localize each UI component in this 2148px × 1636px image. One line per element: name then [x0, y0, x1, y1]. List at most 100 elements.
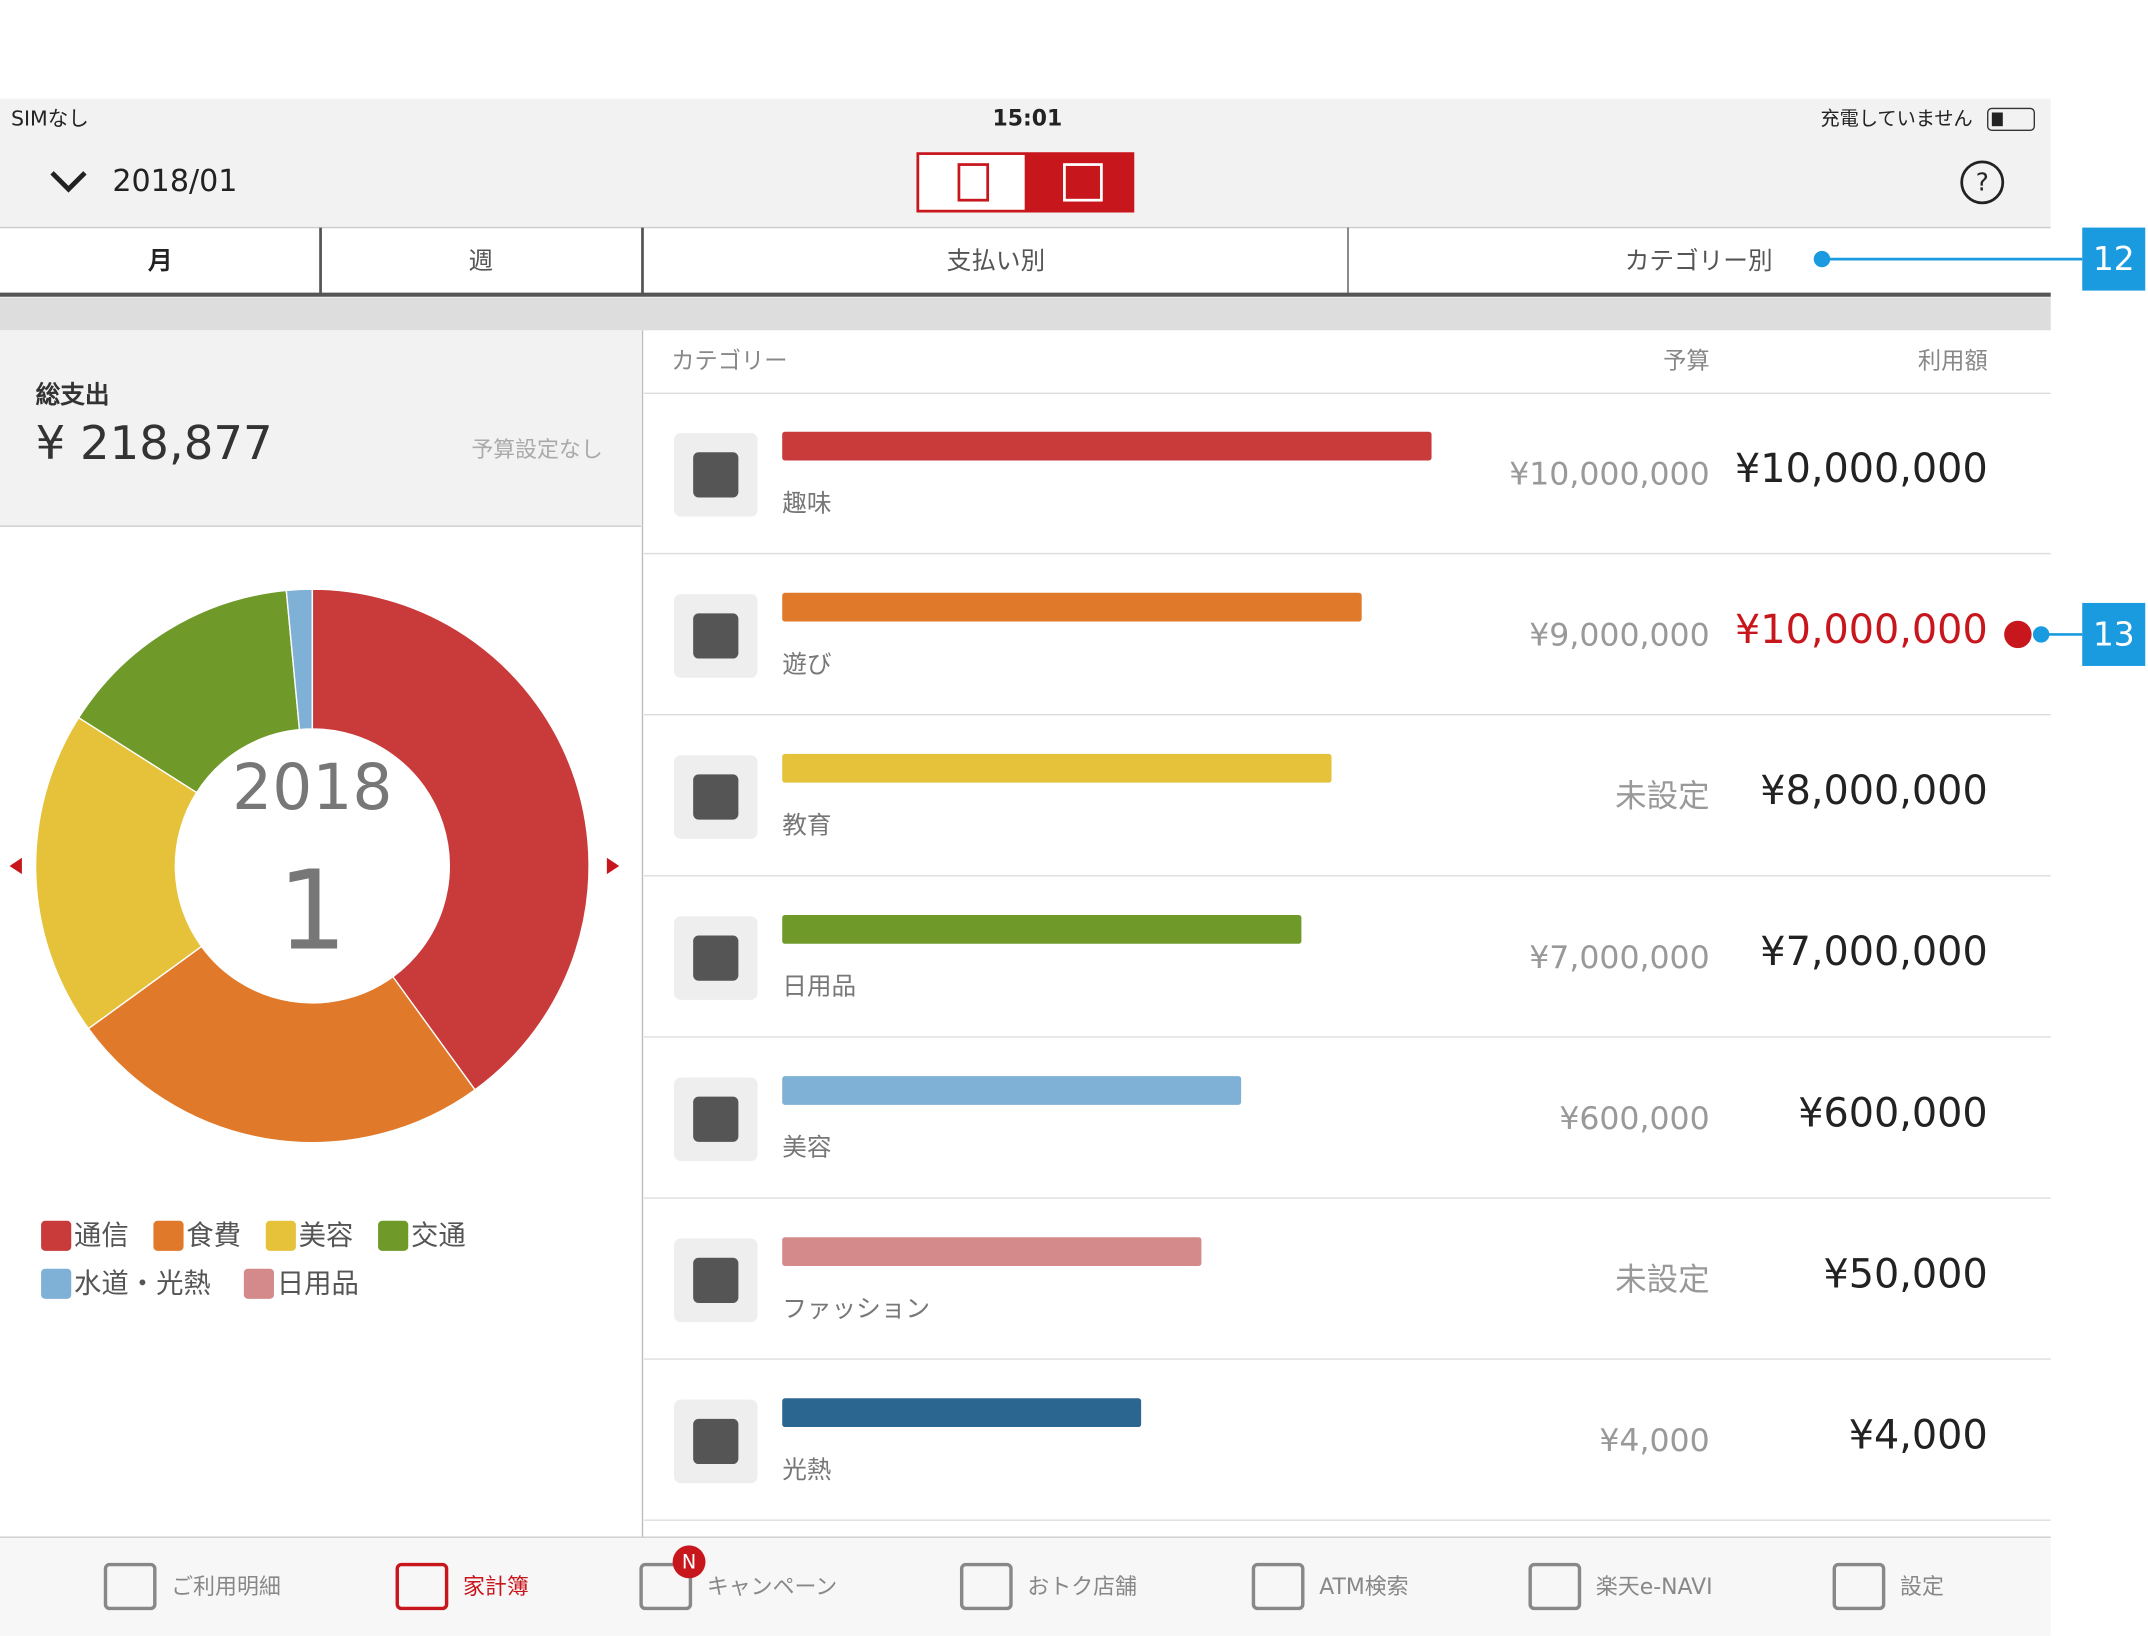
amount: ¥7,000,000: [1760, 929, 1987, 975]
nav-label[interactable]: 設定: [1900, 1575, 1944, 1600]
annotation-label: 12: [2093, 239, 2135, 278]
nav-icon[interactable]: [1251, 1562, 1305, 1611]
next-arrow[interactable]: [606, 857, 620, 875]
legend-swatch: [41, 1268, 72, 1299]
budget: ¥7,000,000: [1529, 940, 1709, 976]
help-mark: ?: [1976, 168, 1989, 197]
budget: 未設定: [1615, 1262, 1710, 1298]
legend-swatch: [243, 1268, 274, 1299]
annotation-dot: [2032, 626, 2050, 643]
column-header: 予算: [1663, 347, 1710, 374]
donut-segment: [87, 945, 476, 1144]
category-bar: [782, 1076, 1242, 1105]
battery-text: 充電していません: [1821, 107, 1973, 130]
legend-label: 日用品: [277, 1269, 359, 1300]
category-bar: [782, 592, 1362, 622]
annotation-box: [2082, 227, 2146, 291]
amount: ¥10,000,000: [1735, 607, 1988, 653]
summary-total: ¥ 218,877: [36, 416, 273, 470]
amount: ¥4,000: [1849, 1413, 1988, 1459]
tab[interactable]: 週: [469, 246, 494, 275]
nav-icon[interactable]: [395, 1562, 449, 1611]
view-toggle-active[interactable]: [1024, 153, 1133, 212]
category-bar: [782, 1398, 1142, 1428]
budget: ¥9,000,000: [1529, 618, 1709, 654]
gray-band: [0, 297, 2051, 331]
category-name[interactable]: 美容: [782, 1133, 831, 1162]
month[interactable]: 2018/01: [112, 164, 237, 199]
nav-icon[interactable]: [959, 1562, 1013, 1611]
donut-segment: [77, 589, 301, 794]
summary-note: 予算設定なし: [471, 438, 602, 463]
tab[interactable]: 支払い別: [947, 246, 1046, 275]
category-icon-glyph: [693, 613, 739, 659]
category-icon-glyph: [693, 1257, 739, 1303]
nav-label[interactable]: キャンペーン: [707, 1575, 837, 1600]
amount: ¥8,000,000: [1760, 768, 1987, 814]
budget: ¥4,000: [1599, 1423, 1709, 1459]
column-header: 利用額: [1918, 347, 1988, 374]
amount: ¥600,000: [1798, 1090, 1988, 1136]
tab[interactable]: 月: [147, 246, 173, 275]
legend-label: 美容: [299, 1221, 354, 1252]
column-header: カテゴリー: [671, 347, 787, 374]
category-icon-glyph: [693, 774, 739, 820]
legend-swatch: [153, 1220, 184, 1251]
nav-icon[interactable]: [1528, 1562, 1582, 1611]
category-bar: [782, 914, 1302, 944]
summary-label: 総支出: [35, 380, 110, 409]
nav-label[interactable]: ご利用明細: [171, 1575, 281, 1600]
battery-level: [1991, 112, 2003, 127]
carrier: SIMなし: [11, 106, 89, 130]
donut-month: 1: [277, 846, 347, 974]
nav-label[interactable]: 楽天e-NAVI: [1596, 1575, 1713, 1600]
legend-swatch: [378, 1220, 409, 1251]
list-icon: [957, 163, 990, 202]
prev-arrow[interactable]: [9, 857, 22, 875]
nav-badge: [672, 1545, 706, 1579]
category-name[interactable]: 光熱: [782, 1455, 831, 1484]
budget: ¥10,000,000: [1509, 457, 1709, 493]
annotation-box: [2082, 602, 2146, 666]
category-bar: [782, 1237, 1202, 1266]
help-icon[interactable]: [1960, 160, 2005, 205]
month-chevron[interactable]: [50, 171, 87, 193]
legend-swatch: [265, 1220, 296, 1251]
category-icon-glyph: [693, 1096, 739, 1142]
nav-badge-label: N: [682, 1551, 696, 1574]
budget: 未設定: [1615, 779, 1710, 815]
category-name[interactable]: 遊び: [782, 649, 832, 678]
annotation-label: 13: [2093, 614, 2135, 653]
over-budget-icon: [2004, 620, 2032, 649]
category-icon-glyph: [693, 935, 739, 981]
category-bar: [782, 431, 1432, 461]
nav-label[interactable]: おトク店舗: [1027, 1575, 1137, 1600]
nav-icon[interactable]: [103, 1562, 157, 1611]
budget: ¥600,000: [1559, 1101, 1709, 1137]
nav-icon[interactable]: [1832, 1562, 1886, 1611]
nav-label[interactable]: ATM検索: [1319, 1575, 1408, 1600]
summary-box: [0, 330, 642, 527]
category-name[interactable]: 教育: [782, 810, 831, 839]
nav-icon[interactable]: [639, 1562, 693, 1611]
nav-label[interactable]: 家計簿: [463, 1575, 529, 1600]
amount: ¥10,000,000: [1735, 446, 1988, 492]
chart-icon: [1063, 163, 1103, 202]
category-name[interactable]: 趣味: [782, 488, 831, 517]
legend-label: 通信: [74, 1221, 129, 1252]
category-bar: [782, 753, 1332, 783]
donut-segment: [311, 588, 590, 1091]
nav-bar: [0, 1537, 2051, 1636]
amount: ¥50,000: [1823, 1251, 1987, 1297]
clock: 15:01: [993, 106, 1063, 131]
annotation-dot: [1813, 250, 1831, 268]
tab[interactable]: カテゴリー別: [1625, 246, 1773, 275]
legend-label: 水道・光熱: [74, 1269, 211, 1300]
category-name[interactable]: 日用品: [782, 972, 856, 1001]
donut-segment: [34, 716, 203, 1030]
legend-swatch: [41, 1220, 72, 1251]
battery-icon: [1987, 107, 2035, 131]
category-name[interactable]: ファッション: [782, 1294, 930, 1323]
